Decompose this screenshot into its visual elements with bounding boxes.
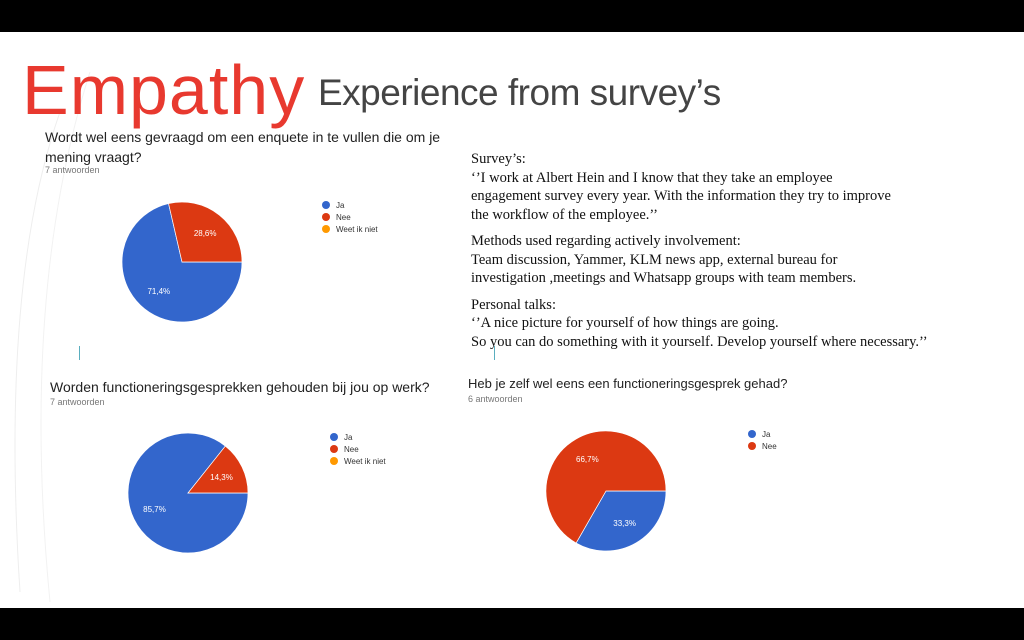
methods-line: investigation ,meetings and Whatsapp gro… bbox=[471, 270, 857, 286]
pie-slice-label: 85,7% bbox=[143, 505, 166, 514]
legend-item: Nee bbox=[330, 443, 386, 455]
survey-heading: Survey’s: bbox=[471, 151, 526, 167]
chart2-pie: 85,7% 14,3% bbox=[127, 432, 249, 554]
legend-dot-icon bbox=[322, 225, 330, 233]
chart1-title: Wordt wel eens gevraagd om een enquete i… bbox=[45, 129, 441, 165]
legend-dot-icon bbox=[330, 445, 338, 453]
chart1-pie: 71,4% 28,6% bbox=[121, 201, 243, 323]
legend-label: Nee bbox=[762, 441, 777, 451]
slide-subtitle: Experience from survey’s bbox=[318, 72, 721, 113]
survey-quote-line: ‘’I work at Albert Hein and I know that … bbox=[471, 169, 833, 186]
chart1-count: 7 antwoorden bbox=[45, 165, 100, 175]
pie-slice-label: 71,4% bbox=[147, 287, 170, 296]
legend-dot-icon bbox=[322, 201, 330, 209]
pie-slice-nee bbox=[187, 445, 249, 494]
legend-label: Nee bbox=[336, 212, 351, 222]
legend-label: Nee bbox=[344, 444, 359, 454]
legend-label: Ja bbox=[336, 200, 345, 210]
chart3-pie: 33,3% 66,7% bbox=[545, 430, 667, 552]
chart3-count: 6 antwoorden bbox=[468, 394, 523, 404]
pie-slice-label: 28,6% bbox=[194, 229, 217, 238]
pie-slice-ja bbox=[121, 203, 243, 323]
text-cursor bbox=[79, 346, 80, 360]
legend-dot-icon bbox=[330, 457, 338, 465]
chart2-title: Worden functioneringsgesprekken gehouden… bbox=[50, 379, 430, 395]
pie-slice-label: 14,3% bbox=[210, 473, 233, 482]
slide-title: Empathy bbox=[22, 51, 306, 129]
chart3-title: Heb je zelf wel eens een functioneringsg… bbox=[468, 376, 788, 391]
legend-label: Weet ik niet bbox=[344, 456, 386, 466]
survey-notes: Survey’s: ‘’I work at Albert Hein and I … bbox=[471, 150, 928, 359]
pie-slice-label: 66,7% bbox=[576, 455, 599, 464]
talks-heading: Personal talks: bbox=[471, 296, 556, 313]
legend-dot-icon bbox=[748, 430, 756, 438]
legend-item: Nee bbox=[322, 211, 378, 223]
legend-item: Nee bbox=[748, 440, 777, 452]
legend-item: Weet ik niet bbox=[322, 223, 378, 235]
pie-slice-ja bbox=[575, 490, 667, 552]
methods-heading: Methods used regarding actively involvem… bbox=[471, 233, 741, 249]
legend-item: Ja bbox=[748, 428, 777, 440]
legend-label: Weet ik niet bbox=[336, 224, 378, 234]
legend-dot-icon bbox=[330, 433, 338, 441]
chart1-legend: Ja Nee Weet ik niet bbox=[322, 199, 378, 235]
legend-item: Ja bbox=[330, 431, 386, 443]
legend-item: Ja bbox=[322, 199, 378, 211]
chart3-legend: Ja Nee bbox=[748, 428, 777, 452]
legend-item: Weet ik niet bbox=[330, 455, 386, 467]
talks-quote-line: ‘’A nice picture for yourself of how thi… bbox=[471, 315, 779, 331]
methods-line: Team discussion, Yammer, KLM news app, e… bbox=[471, 251, 838, 268]
legend-dot-icon bbox=[748, 442, 756, 450]
chart2-count: 7 antwoorden bbox=[50, 397, 105, 407]
pie-slice-label: 33,3% bbox=[613, 519, 636, 528]
talks-quote-line: So you can do something with it yourself… bbox=[471, 333, 928, 350]
chart2-legend: Ja Nee Weet ik niet bbox=[330, 431, 386, 467]
survey-quote-line: the workflow of the employee.’’ bbox=[471, 206, 658, 223]
survey-quote-line: engagement survey every year. With the i… bbox=[471, 188, 891, 204]
pie-slice-nee bbox=[168, 201, 243, 263]
legend-dot-icon bbox=[322, 213, 330, 221]
text-cursor bbox=[494, 346, 495, 360]
legend-label: Ja bbox=[762, 429, 771, 439]
slide: Empathy Experience from survey’s Wordt w… bbox=[0, 32, 1024, 608]
legend-label: Ja bbox=[344, 432, 353, 442]
decorative-arcs bbox=[14, 71, 91, 603]
pie-slice-nee bbox=[545, 430, 667, 544]
